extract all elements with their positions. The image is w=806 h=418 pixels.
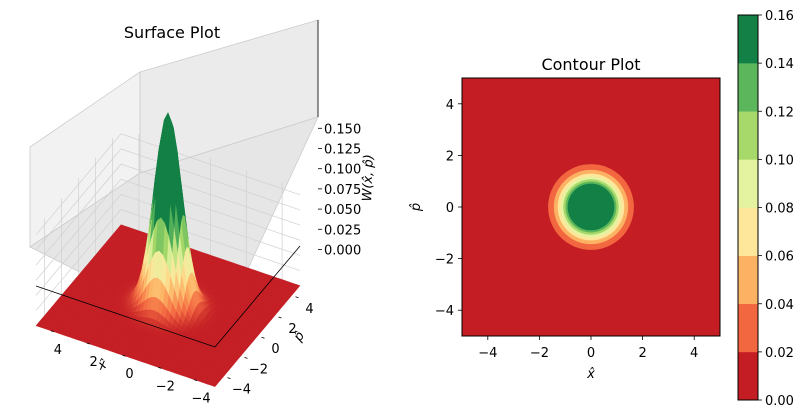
colorbar-band — [738, 15, 758, 64]
contour-x-tick-label: 2 — [638, 346, 646, 361]
surface-mesh — [35, 112, 301, 387]
colorbar-tick-label: 0.00 — [765, 394, 794, 409]
x-tick-label: 4 — [54, 343, 62, 358]
colorbar-bands — [738, 15, 758, 401]
x-tick-mark — [158, 367, 162, 369]
colorbar-tick-label: 0.06 — [765, 250, 794, 265]
gridline — [35, 193, 301, 296]
surface-patch — [35, 323, 42, 328]
y-tick-label: 4 — [305, 302, 313, 317]
contour-x-tick-label: 0 — [587, 346, 595, 361]
contour-band — [567, 183, 615, 231]
colorbar-band — [738, 255, 758, 305]
colorbar-band — [738, 207, 758, 256]
contour-y-tick-label: 0 — [446, 201, 454, 216]
contour-title: Contour Plot — [541, 55, 640, 74]
surface-z-ticks: 0.000 0.025 0.050 0.075 0.100 0.125 0.150 — [318, 122, 361, 259]
contour-x-tick-label: −4 — [478, 346, 497, 361]
x-tick-label: −2 — [156, 379, 175, 394]
contour-y-ticks: −4 −2 0 2 4 — [435, 98, 462, 319]
y-tick-label: −2 — [249, 362, 268, 377]
z-tick-label: 0.150 — [324, 122, 361, 137]
x-tick-mark — [193, 379, 198, 381]
colorbar-tick-label: 0.14 — [765, 57, 794, 72]
contour-y-tick-label: 4 — [446, 98, 454, 113]
x-tick-mark — [86, 342, 90, 345]
x-tick-mark — [50, 330, 55, 333]
y-tick-mark — [261, 336, 265, 339]
surface-title: Surface Plot — [124, 23, 220, 42]
colorbar-band — [738, 351, 758, 401]
colorbar-tick-label: 0.16 — [765, 9, 794, 24]
contour-x-tick-label: 4 — [690, 346, 698, 361]
y-tick-label: −4 — [232, 383, 251, 398]
z-tick-label: 0.050 — [324, 203, 361, 218]
colorbar: 0.00 0.02 0.04 0.06 0.08 0.10 0.12 0.14 0.16 — [737, 9, 794, 409]
colorbar-band — [738, 303, 758, 353]
contour-y-tick-label: −2 — [435, 253, 454, 268]
contour-y-tick-label: −4 — [435, 304, 454, 319]
colorbar-band — [738, 111, 758, 160]
y-tick-label: 2 — [288, 322, 296, 337]
contour-x-ticks: −4 −2 0 2 4 — [478, 336, 698, 361]
surface-x-ticks: −4 −2 0 2 4 — [50, 330, 211, 407]
gridline — [35, 178, 301, 281]
contour-y-label: p̂ — [409, 203, 424, 212]
y-tick-mark — [295, 296, 299, 299]
z-tick-label: 0.125 — [324, 143, 361, 158]
x-tick-label: 0 — [125, 367, 133, 382]
contour-y-tick-label: 2 — [446, 149, 454, 164]
gridline — [35, 133, 301, 236]
contour-plot: Contour Plot −4 −2 0 2 4 −4 −2 0 2 4 x̂ p̂ — [409, 55, 721, 382]
colorbar-ticks: 0.00 0.02 0.04 0.06 0.08 0.10 0.12 0.14 0.16 — [758, 9, 794, 409]
y-tick-mark — [278, 316, 282, 319]
z-tick-label: 0.075 — [324, 183, 361, 198]
x-axis-line — [35, 285, 216, 348]
colorbar-tick-label: 0.08 — [765, 202, 794, 217]
colorbar-tick-label: 0.02 — [765, 346, 794, 361]
colorbar-tick-label: 0.04 — [765, 298, 794, 313]
gridline — [35, 148, 301, 251]
contour-fills — [462, 78, 720, 336]
colorbar-band — [738, 63, 758, 112]
x-tick-mark — [122, 354, 126, 357]
z-tick-label: 0.025 — [324, 223, 361, 238]
y-tick-mark — [244, 357, 248, 359]
contour-x-tick-label: −2 — [530, 346, 549, 361]
x-tick-label: 2 — [90, 355, 98, 370]
y-tick-label: 0 — [271, 342, 279, 357]
y-tick-mark — [227, 377, 231, 379]
colorbar-band — [738, 159, 758, 208]
z-tick-label: 0.100 — [324, 163, 361, 178]
colorbar-tick-label: 0.10 — [765, 153, 794, 168]
gridline — [35, 163, 301, 266]
contour-x-label: x̂ — [586, 367, 595, 382]
x-tick-label: −4 — [192, 392, 211, 407]
colorbar-tick-label: 0.12 — [765, 105, 794, 120]
y-axis-line — [214, 245, 301, 348]
surface-z-label: W(x̂, p̂) — [360, 154, 377, 202]
z-tick-label: 0.000 — [324, 244, 361, 259]
gridline — [35, 209, 301, 311]
